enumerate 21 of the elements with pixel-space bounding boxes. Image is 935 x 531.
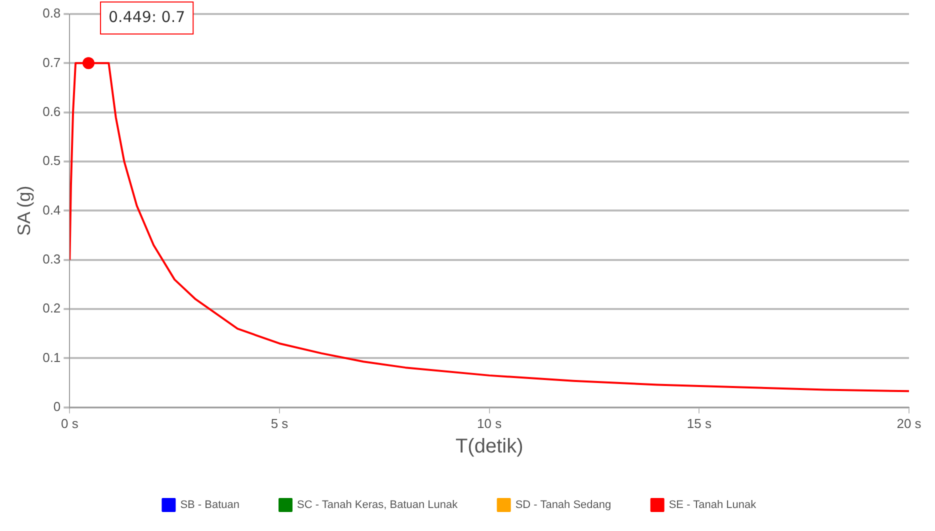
y-tick-label: 0 bbox=[53, 398, 61, 414]
y-tick-label: 0.5 bbox=[42, 153, 61, 168]
y-tick-label: 0.3 bbox=[42, 251, 61, 266]
y-tick-label: 0.2 bbox=[42, 300, 61, 316]
x-tick-label: 5 s bbox=[270, 416, 289, 431]
legend-label: SB - Batuan bbox=[180, 499, 240, 512]
x-axis-title: T(detik) bbox=[455, 436, 524, 458]
y-tick-label: 0.7 bbox=[42, 54, 61, 70]
legend-label: SD - Tanah Sedang bbox=[515, 499, 612, 512]
legend-label: SC - Tanah Keras, Batuan Lunak bbox=[297, 499, 458, 512]
legend-label: SE - Tanah Lunak bbox=[668, 499, 757, 512]
x-tick-label: 10 s bbox=[477, 416, 502, 431]
y-tick-label: 0.4 bbox=[42, 202, 61, 218]
y-tick-label: 0.1 bbox=[42, 350, 61, 365]
x-tick-label: 20 s bbox=[896, 416, 922, 431]
y-tick-label: 0.6 bbox=[42, 104, 61, 119]
y-axis-title: SA (g) bbox=[14, 186, 34, 236]
annotation: 0.449: 0.7 bbox=[108, 8, 186, 26]
x-tick-label: 0 s bbox=[61, 416, 79, 431]
y-tick-label: 0.8 bbox=[42, 6, 61, 21]
x-tick-label: 15 s bbox=[686, 416, 712, 431]
